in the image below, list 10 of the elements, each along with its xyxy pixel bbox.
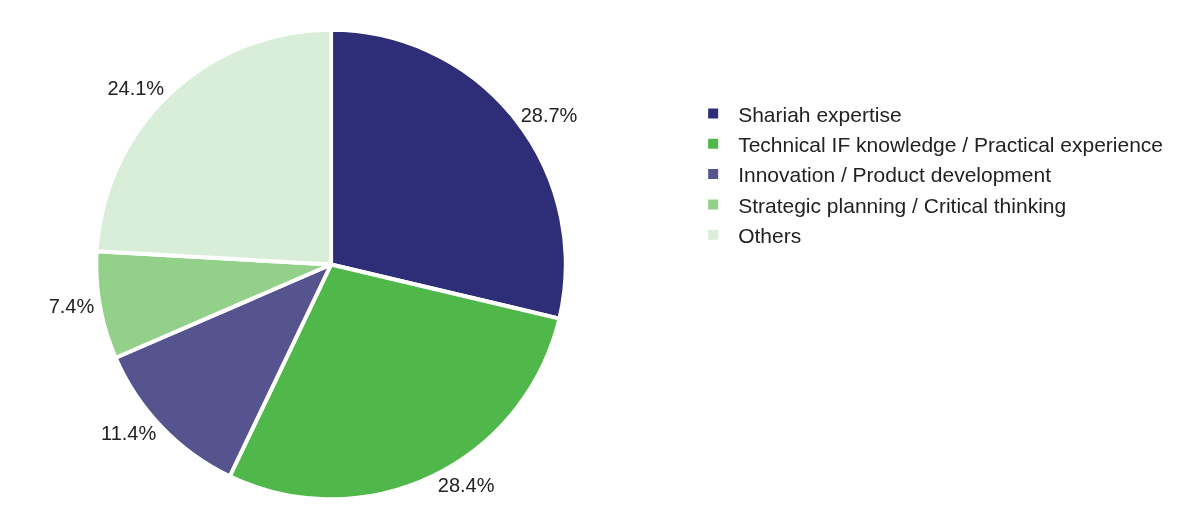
legend-label: Others: [738, 223, 802, 247]
data-label: 7.4%: [48, 294, 95, 317]
data-label: 28.7%: [520, 103, 578, 126]
data-label: 24.1%: [107, 77, 165, 100]
legend-label: Technical IF knowledge / Practical experience: [738, 132, 1164, 156]
legend-label: Innovation / Product development: [738, 163, 1052, 187]
legend-label: Strategic planning / Critical thinking: [738, 193, 1067, 217]
data-label: 11.4%: [101, 421, 157, 444]
legend-label: Shariah expertise: [738, 102, 902, 126]
data-label: 28.4%: [437, 474, 495, 497]
